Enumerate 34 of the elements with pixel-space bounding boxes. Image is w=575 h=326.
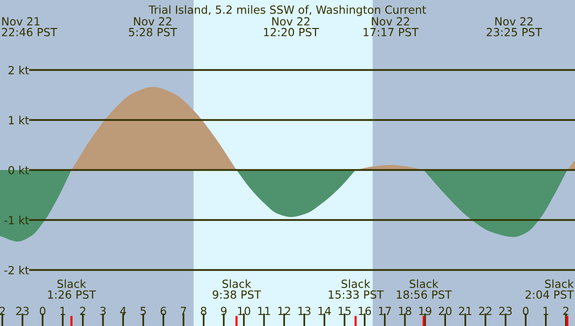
x-tick-label: 16 <box>358 306 372 316</box>
x-tick-label: 10 <box>238 306 250 316</box>
x-tick-label: 11 <box>258 306 270 315</box>
y-tick-label: -1 kt <box>4 216 29 224</box>
chart-title: Trial Island, 5.2 miles SSW of, Washington Current <box>148 5 426 16</box>
x-tick-label: 21 <box>459 306 472 315</box>
annotation: Slack 2:04 PST <box>526 279 574 299</box>
annotation: Slack 15:33 PST <box>328 279 384 299</box>
annotation: Nov 22 5:28 PST <box>128 17 178 36</box>
x-tick-label: 8 <box>200 306 206 316</box>
y-tick-label: 1 kt <box>8 116 29 124</box>
annotation: Nov 22 12:20 PST <box>264 17 319 36</box>
y-tick-label: 2 kt <box>8 66 29 74</box>
x-tick-label: 23 <box>16 306 29 316</box>
annotation: Slack 9:38 PST <box>212 279 262 299</box>
x-tick-label: 6 <box>160 306 166 316</box>
annotation: Nov 21 22:46 PST <box>2 17 58 36</box>
x-tick-label: 15 <box>338 306 351 316</box>
x-tick-label: 14 <box>318 306 331 315</box>
x-tick-label: 7 <box>180 306 186 315</box>
x-tick-label: 4 <box>120 306 126 315</box>
x-tick-label: 18 <box>399 306 412 316</box>
y-tick-label: -2 kt <box>4 266 29 274</box>
x-tick-label: 17 <box>378 306 391 315</box>
annotation: Slack 18:56 PST <box>396 279 452 299</box>
x-tick-label: 19 <box>419 306 432 316</box>
annotation: Nov 22 23:25 PST <box>486 17 542 36</box>
x-tick-label: 12 <box>278 306 290 315</box>
x-tick-label: 20 <box>438 306 452 316</box>
x-tick-label: 22 <box>479 306 492 315</box>
annotation: Nov 22 17:17 PST <box>364 17 419 36</box>
x-tick-label: 13 <box>298 306 310 316</box>
x-tick-label: 23 <box>499 306 512 316</box>
annotation: Slack 1:26 PST <box>48 279 96 299</box>
